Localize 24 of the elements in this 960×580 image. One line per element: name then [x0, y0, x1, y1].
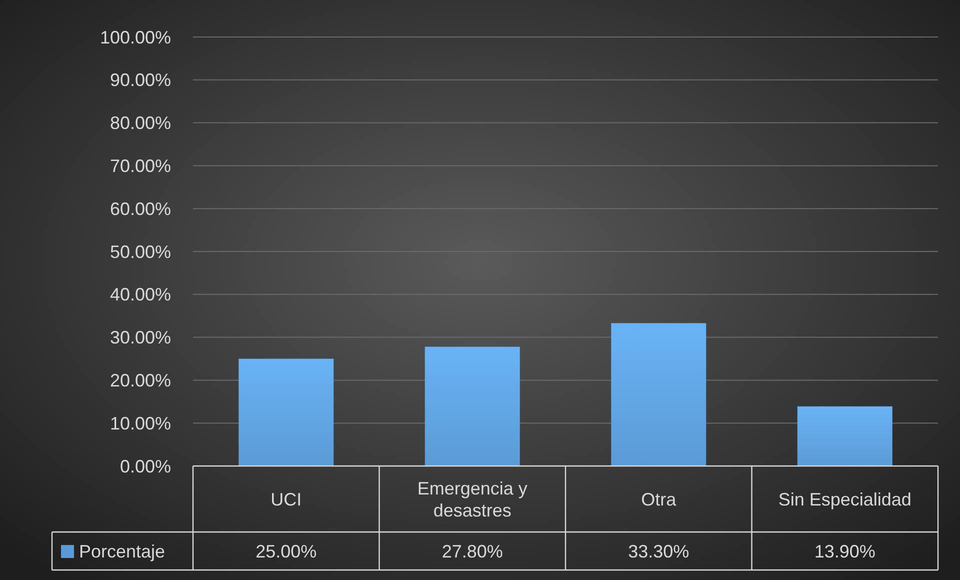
y-tick-label: 70.00%: [110, 156, 171, 176]
y-tick-label: 20.00%: [110, 370, 171, 390]
x-tick-label: Sin Especialidad: [778, 489, 912, 510]
data-label: 13.90%: [814, 541, 876, 562]
y-tick-label: 50.00%: [110, 242, 171, 262]
x-tick-label: Emergencia y desastres: [417, 478, 528, 520]
y-tick-label: 30.00%: [110, 328, 171, 348]
bar: [238, 358, 334, 466]
bar: [611, 323, 706, 466]
x-tick-label: Otra: [641, 489, 678, 510]
y-tick-label: 40.00%: [110, 284, 171, 305]
y-tick-label: 0.00%: [120, 456, 171, 476]
bar: [424, 346, 520, 466]
y-tick-label: 80.00%: [110, 113, 171, 134]
y-tick-label: 90.00%: [110, 70, 171, 90]
data-label: 25.00%: [256, 541, 317, 562]
y-tick-label: 100.00%: [100, 27, 171, 48]
legend-label: Porcentaje: [79, 541, 166, 562]
data-label: 33.30%: [628, 541, 690, 562]
bar: [797, 406, 892, 466]
y-tick-label: 60.00%: [110, 198, 171, 219]
data-label: 27.80%: [442, 541, 503, 562]
x-tick-label: UCI: [270, 489, 302, 510]
y-tick-label: 10.00%: [110, 413, 171, 434]
